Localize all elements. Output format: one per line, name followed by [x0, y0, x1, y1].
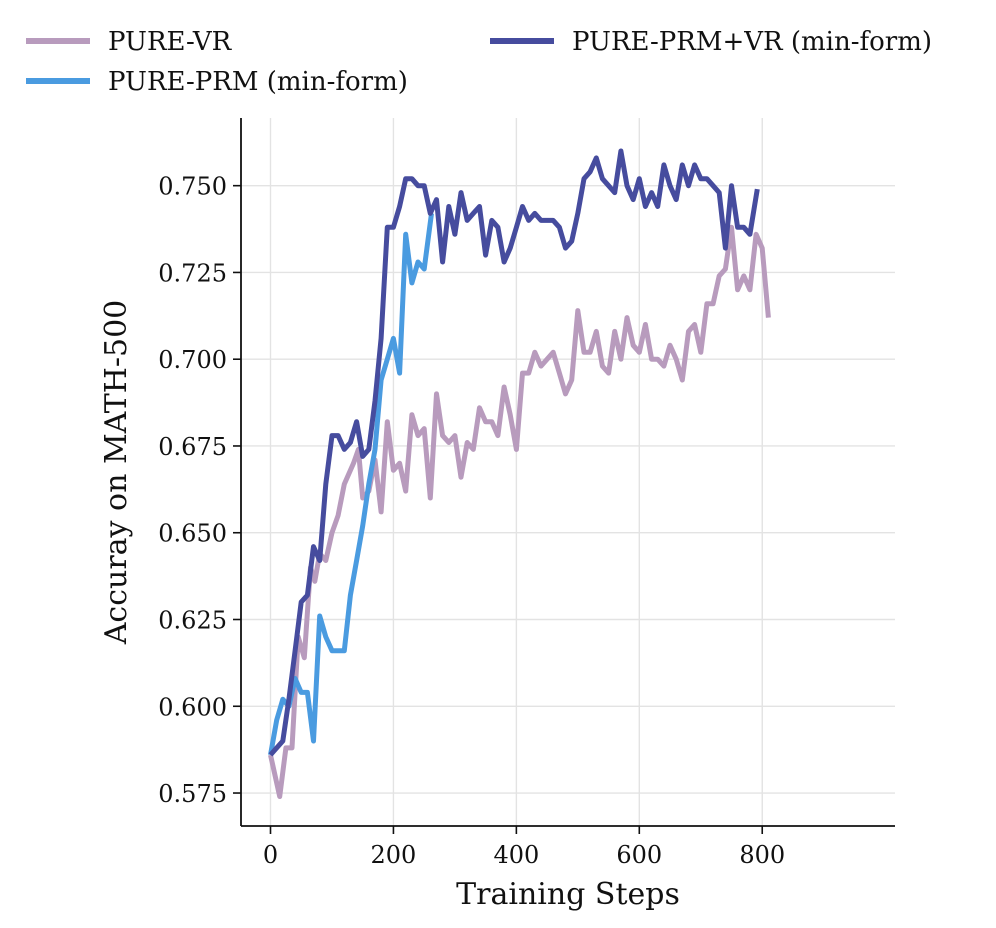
legend-label-pure-prm-min-form: PURE-PRM (min-form): [108, 67, 408, 97]
x-ticks: 0 200 400 600 800: [263, 826, 785, 869]
series-line-pure-vr: [268, 224, 771, 799]
legend-item-pure-prm-min-form: PURE-PRM (min-form): [26, 67, 408, 97]
y-tick-label: 0.725: [158, 259, 227, 287]
y-tick-label: 0.625: [158, 607, 227, 635]
y-tick-label: 0.750: [158, 173, 227, 201]
legend-item-pure-vr: PURE-VR: [26, 27, 233, 57]
series-line-pure-prm-vr-min-form: [268, 148, 760, 757]
y-axis-title: Accuray on MATH-500: [99, 300, 134, 646]
y-tick-label: 0.600: [158, 693, 227, 721]
axes: [240, 118, 895, 827]
y-tick-label: 0.700: [158, 346, 227, 374]
series-lines: [268, 148, 771, 799]
y-tick-label: 0.575: [158, 780, 227, 808]
legend-item-pure-prm-vr-min-form: PURE-PRM+VR (min-form): [490, 27, 932, 57]
x-tick-label: 800: [739, 841, 785, 869]
x-tick-label: 600: [616, 841, 662, 869]
x-tick-label: 200: [371, 841, 417, 869]
x-tick-label: 400: [493, 841, 539, 869]
y-tick-label: 0.650: [158, 520, 227, 548]
x-tick-label: 0: [263, 841, 278, 869]
y-tick-label: 0.675: [158, 433, 227, 461]
legend-label-pure-vr: PURE-VR: [108, 27, 233, 57]
series-line-pure-prm-min-form: [268, 213, 434, 756]
grid: [241, 118, 895, 826]
x-axis-title: Training Steps: [456, 877, 680, 912]
legend-label-pure-prm-vr-min-form: PURE-PRM+VR (min-form): [572, 27, 932, 57]
y-ticks: 0.575 0.600 0.625 0.650 0.675 0.700 0.725 0.750: [158, 173, 241, 808]
legend: PURE-VR PURE-PRM (min-form) PURE-PRM+VR …: [26, 27, 932, 97]
